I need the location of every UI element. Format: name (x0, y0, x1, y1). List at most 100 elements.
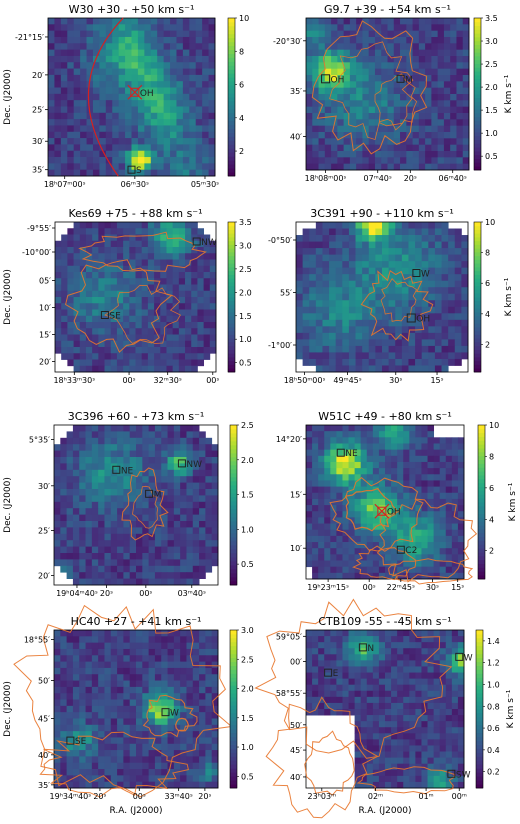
colorbar-tick-label: 1.0 (241, 743, 254, 752)
colorbar-tick-label: 3.0 (485, 37, 498, 46)
emission-contour (352, 547, 417, 581)
source-marker-oh: OH (321, 74, 345, 85)
dec-tick-label: 30′ (38, 482, 50, 491)
emission-contour (65, 259, 173, 353)
source-marker-oh: OH (406, 313, 430, 325)
emission-contour (265, 696, 379, 819)
map-panel-7: W SE HC40 +27 - +41 km s⁻¹ 18°55′ 50′ 45′ 40′ 3… (3, 604, 254, 816)
dec-tick-label: 15′ (290, 490, 302, 499)
map-panel-3: NW SE Kes69 +75 - +88 km s⁻¹ -9°55′ -10°00′ 0… (3, 207, 252, 385)
ra-tick-label: 23ʰ03ᵐ (308, 792, 337, 801)
dec-tick-label: 05′ (39, 277, 51, 286)
colorbar-tick-label: 6 (485, 279, 490, 288)
ra-tick-label: 03ᵐ40ˢ (178, 589, 206, 598)
dec-tick-label: 25′ (38, 527, 50, 536)
source-marker-w: W (412, 269, 430, 280)
plot-frame (305, 424, 465, 580)
source-marker-se: SE (100, 311, 121, 322)
emission-contour (104, 284, 181, 344)
dec-tick-label: 45′ (38, 714, 50, 723)
ra-tick-label: 15ˢ (451, 583, 464, 592)
colorbar-tick-label: 8 (485, 249, 490, 258)
source-marker-oh: OH (374, 503, 401, 519)
colorbar-tick-label: 1.4 (487, 637, 500, 646)
ra-tick-label: 06ᵐ40ˢ (439, 174, 467, 183)
source-label: SE (109, 312, 121, 322)
plot-frame (47, 17, 216, 177)
colorbar-unit-label: K km s⁻¹ (504, 277, 514, 316)
colorbar-tick-label: 10 (239, 14, 249, 23)
dec-tick-label: 45′ (290, 746, 302, 755)
ra-tick-label: 02ᵐ (368, 792, 383, 801)
colorbar-tick-label: 4 (489, 515, 494, 524)
dec-tick-label: 50′ (290, 721, 302, 730)
ra-tick-label: 18ʰ08ᵐ00ˢ (305, 174, 347, 183)
ra-tick-label: 00ᵐ (452, 792, 467, 801)
source-marker-oh: OH (127, 84, 154, 100)
colorbar-tick-label: 2 (239, 147, 244, 156)
colorbar-tick-label: 0.8 (487, 702, 500, 711)
dec-tick-label: 18°55′ (24, 635, 50, 644)
plot-frame (305, 629, 465, 789)
source-marker-nw: NW (177, 459, 202, 470)
ra-tick-label: 15ˢ (430, 376, 443, 385)
source-marker-sw: SW (447, 769, 471, 780)
emission-contour (13, 604, 233, 798)
colorbar-tick-label: 1.5 (239, 312, 252, 321)
dec-axis-label: Dec. (J2000) (3, 477, 13, 533)
dec-axis-label: Dec. (J2000) (3, 69, 13, 125)
emission-contour (132, 485, 159, 529)
dec-tick-label: -0°50′ (268, 236, 292, 245)
ra-tick-label: 07ᵐ40ˢ (364, 174, 392, 183)
source-marker-m: M (396, 74, 413, 85)
colorbar: 2 4 6 8 10 (227, 14, 249, 177)
emission-contour (39, 731, 189, 798)
emission-contour (374, 73, 418, 131)
source-marker-s: S (127, 165, 142, 176)
emission-contour (175, 717, 189, 732)
source-marker-w: W (161, 708, 179, 719)
ra-tick-label: 20ˢ (93, 792, 106, 801)
ra-tick-label: 20ˢ (404, 174, 417, 183)
map-panel-6: NE OH C2 W51C +49 - +80 km s⁻¹ 14°20′ 15′ 10′ 1… (276, 410, 518, 592)
map-panel-2: OH M G9.7 +39 - +54 km s⁻¹ -20°30′ 35′ 40′ 18ʰ… (273, 3, 514, 183)
colorbar-tick-label: 1.5 (241, 491, 254, 500)
colorbar-tick-label: 4 (485, 310, 490, 319)
colorbar-tick-label: 2.0 (485, 83, 498, 92)
colorbar-tick-label: 1.0 (241, 525, 254, 534)
dec-tick-label: 14°20′ (276, 435, 302, 444)
panel-title: W30 +30 - +50 km s⁻¹ (69, 3, 195, 16)
source-label: M (154, 490, 162, 500)
ra-tick-label: 05ᵐ30ˢ (191, 180, 219, 189)
source-label: N (367, 644, 374, 654)
source-marker-se: SE (66, 736, 87, 747)
ra-tick-label: 22ᵐ45ˢ (387, 583, 415, 592)
ra-tick-label: 18ʰ50ᵐ00ˢ (284, 376, 326, 385)
ra-tick-label: 18ʰ07ᵐ00ˢ (44, 180, 86, 189)
colorbar: 2 4 6 8 10 K km s⁻¹ (477, 421, 518, 580)
dec-tick-label: -1°00′ (268, 341, 292, 350)
colorbar-tick-label: 0.5 (239, 359, 252, 368)
source-label: W (421, 270, 430, 280)
dec-tick-label: 55′ (280, 289, 292, 298)
dec-tick-label: 58°55′ (276, 689, 302, 698)
colorbar-tick-label: 2.5 (241, 421, 254, 430)
ra-tick-label: 00ˢ (133, 792, 146, 801)
source-label: NW (186, 460, 202, 470)
source-label: OH (387, 508, 401, 518)
colorbar-tick-label: 8 (489, 452, 494, 461)
colorbar-tick-label: 4 (239, 114, 244, 123)
ra-tick-label: 30ˢ (426, 583, 439, 592)
colorbar-tick-label: 10 (485, 218, 495, 227)
dec-tick-label: 20′ (32, 71, 44, 80)
dec-tick-label: 40′ (290, 133, 302, 142)
dec-tick-label: 5°35′ (29, 435, 50, 444)
colorbar-unit-label: K km s⁻¹ (504, 74, 514, 113)
map-panel-1: OH S W30 +30 - +50 km s⁻¹ -21°15′ 20′ 25′ 30′ 3… (3, 3, 249, 189)
source-label: SE (75, 737, 87, 747)
source-label: OH (331, 75, 345, 85)
ra-tick-label: 19ʰ23ᵐ15ˢ (307, 583, 349, 592)
colorbar: 0.5 1.0 1.5 2.0 2.5 3.0 3.5 K km s⁻¹ (473, 14, 514, 171)
emission-contour (376, 498, 478, 583)
